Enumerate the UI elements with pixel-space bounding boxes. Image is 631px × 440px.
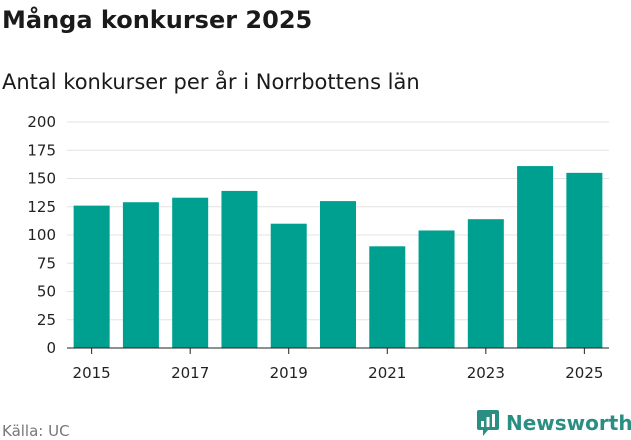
brand-logo: Newsworthy <box>476 408 631 438</box>
y-tick-label: 150 <box>27 170 56 188</box>
y-tick-label: 25 <box>37 311 56 329</box>
bars <box>73 166 603 348</box>
x-tick-label: 2023 <box>467 364 505 382</box>
bar-2022 <box>418 230 455 348</box>
bar-2019 <box>270 223 307 348</box>
x-tick-label: 2021 <box>368 364 406 382</box>
y-tick-label: 100 <box>27 226 56 244</box>
x-axis-ticks: 2015 2017 2019 2021 2023 2025 <box>73 348 603 382</box>
source-note: Källa: UC <box>2 422 70 440</box>
y-tick-label: 50 <box>37 283 56 301</box>
x-tick-label: 2019 <box>270 364 308 382</box>
bar-2021 <box>369 246 406 348</box>
bar-2015 <box>73 205 110 348</box>
y-tick-label: 200 <box>27 113 56 131</box>
newsworthy-logo-icon <box>477 410 499 436</box>
brand-name: Newsworthy <box>506 411 631 435</box>
x-tick-label: 2025 <box>565 364 603 382</box>
bar-2023 <box>467 219 504 348</box>
y-tick-label: 125 <box>27 198 56 216</box>
chart-subtitle: Antal konkurser per år i Norrbottens län <box>2 70 420 94</box>
y-tick-label: 75 <box>37 254 56 272</box>
bar-2024 <box>517 166 554 348</box>
chart-title: Många konkurser 2025 <box>2 6 313 34</box>
x-tick-label: 2015 <box>73 364 111 382</box>
bar-2017 <box>172 197 209 348</box>
x-tick-label: 2017 <box>171 364 209 382</box>
y-tick-label: 0 <box>46 339 56 357</box>
y-tick-label: 175 <box>27 141 56 159</box>
bar-2018 <box>221 190 258 348</box>
bar-2016 <box>122 202 159 348</box>
bar-2020 <box>320 201 356 348</box>
bar-2025 <box>566 172 603 348</box>
y-axis-tick-labels: 0 25 50 75 100 125 150 175 200 <box>27 113 56 357</box>
